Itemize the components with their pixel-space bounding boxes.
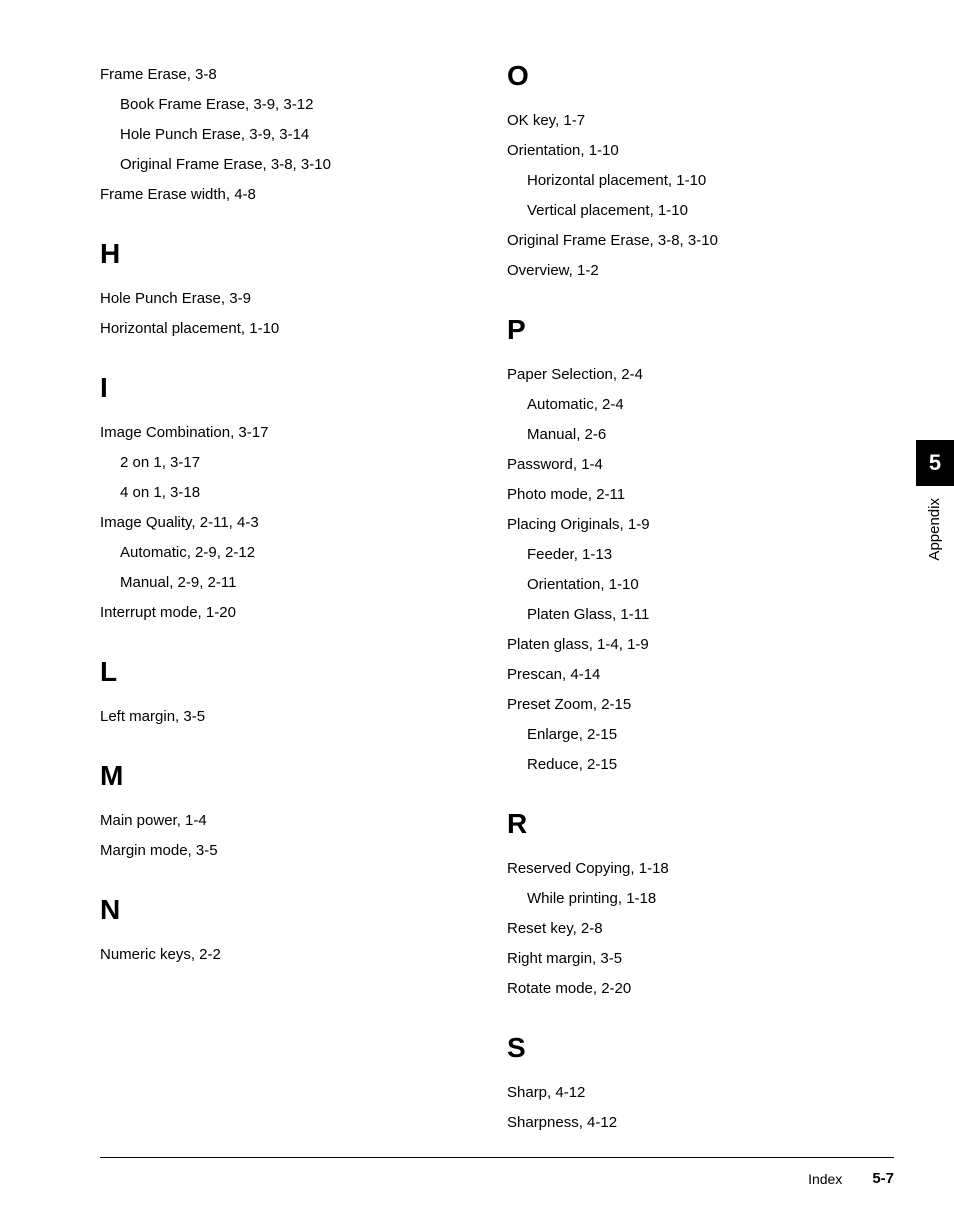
content-columns: Frame Erase, 3-8Book Frame Erase, 3-9, 3… <box>100 60 854 1138</box>
index-entry: Original Frame Erase, 3-8, 3-10 <box>507 226 854 256</box>
index-entry: Rotate mode, 2-20 <box>507 974 854 1004</box>
index-section-heading: O <box>507 60 854 92</box>
index-entry: Automatic, 2-9, 2-12 <box>100 538 447 568</box>
index-entry: 2 on 1, 3-17 <box>100 448 447 478</box>
index-section-heading: I <box>100 372 447 404</box>
index-entry: Book Frame Erase, 3-9, 3-12 <box>100 90 447 120</box>
index-entry: While printing, 1-18 <box>507 884 854 914</box>
page-footer: Index 5-7 <box>100 1157 894 1187</box>
index-entry: Frame Erase width, 4-8 <box>100 180 447 210</box>
index-section-heading: S <box>507 1032 854 1064</box>
index-entry: Frame Erase, 3-8 <box>100 60 447 90</box>
index-entry: Prescan, 4-14 <box>507 660 854 690</box>
index-entry: Left margin, 3-5 <box>100 702 447 732</box>
index-entry: Reduce, 2-15 <box>507 750 854 780</box>
side-tab: 5 Appendix <box>916 440 954 561</box>
index-entry: Sharpness, 4-12 <box>507 1108 854 1138</box>
index-entry: Password, 1-4 <box>507 450 854 480</box>
index-entry: Vertical placement, 1-10 <box>507 196 854 226</box>
index-section-heading: H <box>100 238 447 270</box>
index-entry: Interrupt mode, 1-20 <box>100 598 447 628</box>
index-entry: Reset key, 2-8 <box>507 914 854 944</box>
index-entry: Orientation, 1-10 <box>507 570 854 600</box>
index-entry: Hole Punch Erase, 3-9, 3-14 <box>100 120 447 150</box>
footer-index-label: Index <box>808 1171 842 1187</box>
index-entry: Feeder, 1-13 <box>507 540 854 570</box>
index-entry: Hole Punch Erase, 3-9 <box>100 284 447 314</box>
left-column: Frame Erase, 3-8Book Frame Erase, 3-9, 3… <box>100 60 447 1138</box>
index-entry: Enlarge, 2-15 <box>507 720 854 750</box>
index-entry: Platen glass, 1-4, 1-9 <box>507 630 854 660</box>
index-entry: Sharp, 4-12 <box>507 1078 854 1108</box>
index-entry: Orientation, 1-10 <box>507 136 854 166</box>
index-entry: Preset Zoom, 2-15 <box>507 690 854 720</box>
index-entry: Right margin, 3-5 <box>507 944 854 974</box>
index-entry: OK key, 1-7 <box>507 106 854 136</box>
index-entry: Original Frame Erase, 3-8, 3-10 <box>100 150 447 180</box>
index-entry: Numeric keys, 2-2 <box>100 940 447 970</box>
index-entry: 4 on 1, 3-18 <box>100 478 447 508</box>
footer-page-number: 5-7 <box>872 1170 894 1187</box>
index-entry: Reserved Copying, 1-18 <box>507 854 854 884</box>
chapter-label: Appendix <box>926 498 943 561</box>
index-entry: Photo mode, 2-11 <box>507 480 854 510</box>
index-section-heading: M <box>100 760 447 792</box>
right-column: OOK key, 1-7Orientation, 1-10Horizontal … <box>507 60 854 1138</box>
index-entry: Horizontal placement, 1-10 <box>100 314 447 344</box>
index-entry: Manual, 2-6 <box>507 420 854 450</box>
index-entry: Main power, 1-4 <box>100 806 447 836</box>
index-section-heading: P <box>507 314 854 346</box>
index-entry: Automatic, 2-4 <box>507 390 854 420</box>
index-section-heading: N <box>100 894 447 926</box>
chapter-number-box: 5 <box>916 440 954 486</box>
index-entry: Placing Originals, 1-9 <box>507 510 854 540</box>
index-entry: Paper Selection, 2-4 <box>507 360 854 390</box>
index-entry: Horizontal placement, 1-10 <box>507 166 854 196</box>
index-entry: Margin mode, 3-5 <box>100 836 447 866</box>
index-entry: Platen Glass, 1-11 <box>507 600 854 630</box>
index-section-heading: R <box>507 808 854 840</box>
index-entry: Image Combination, 3-17 <box>100 418 447 448</box>
index-entry: Image Quality, 2-11, 4-3 <box>100 508 447 538</box>
index-entry: Overview, 1-2 <box>507 256 854 286</box>
index-section-heading: L <box>100 656 447 688</box>
index-entry: Manual, 2-9, 2-11 <box>100 568 447 598</box>
